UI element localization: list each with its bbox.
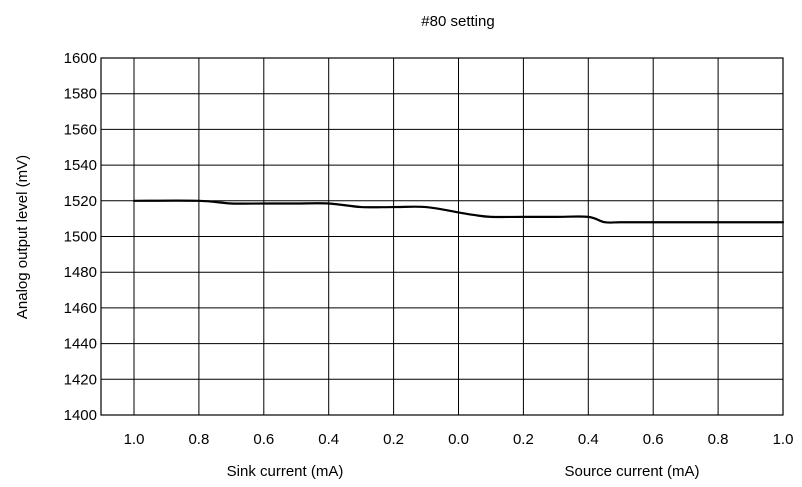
x-tick-label: 0.6 bbox=[643, 431, 664, 448]
y-tick-label: 1560 bbox=[64, 121, 97, 138]
y-axis-title: Analog output level (mV) bbox=[14, 155, 31, 319]
plot-area-frame bbox=[100, 57, 784, 416]
x-axis-title-sink: Sink current (mA) bbox=[227, 463, 344, 480]
y-tick-labels: 1400 1420 1440 1460 1480 1500 1520 1540 1560 1580… bbox=[64, 50, 97, 424]
output-level-line bbox=[132, 199, 785, 224]
x-tick-label: 0.2 bbox=[513, 431, 534, 448]
x-tick-label: 0.6 bbox=[253, 431, 274, 448]
x-tick-label: 0.0 bbox=[448, 431, 469, 448]
y-tick-label: 1440 bbox=[64, 336, 97, 353]
x-tick-label: 0.4 bbox=[578, 431, 599, 448]
y-tick-label: 1600 bbox=[64, 50, 97, 67]
y-tick-label: 1420 bbox=[64, 371, 97, 388]
grid bbox=[101, 57, 784, 416]
x-tick-label: 1.0 bbox=[773, 431, 794, 448]
x-axis-title-source: Source current (mA) bbox=[564, 463, 699, 480]
chart-title: #80 setting bbox=[421, 13, 494, 30]
x-tick-label: 1.0 bbox=[124, 431, 145, 448]
x-tick-label: 0.2 bbox=[383, 431, 404, 448]
y-tick-label: 1480 bbox=[64, 264, 97, 281]
y-tick-label: 1580 bbox=[64, 86, 97, 103]
y-tick-label: 1400 bbox=[64, 407, 97, 424]
y-tick-label: 1460 bbox=[64, 300, 97, 317]
y-tick-label: 1500 bbox=[64, 229, 97, 246]
x-tick-label: 0.8 bbox=[188, 431, 209, 448]
y-tick-label: 1540 bbox=[64, 157, 97, 174]
x-tick-labels: 1.0 0.8 0.6 0.4 0.2 0.0 0.2 0.4 0.6 0.8 1.0 bbox=[124, 431, 794, 448]
x-tick-label: 0.4 bbox=[318, 431, 339, 448]
y-tick-label: 1520 bbox=[64, 193, 97, 210]
x-tick-label: 0.8 bbox=[708, 431, 729, 448]
